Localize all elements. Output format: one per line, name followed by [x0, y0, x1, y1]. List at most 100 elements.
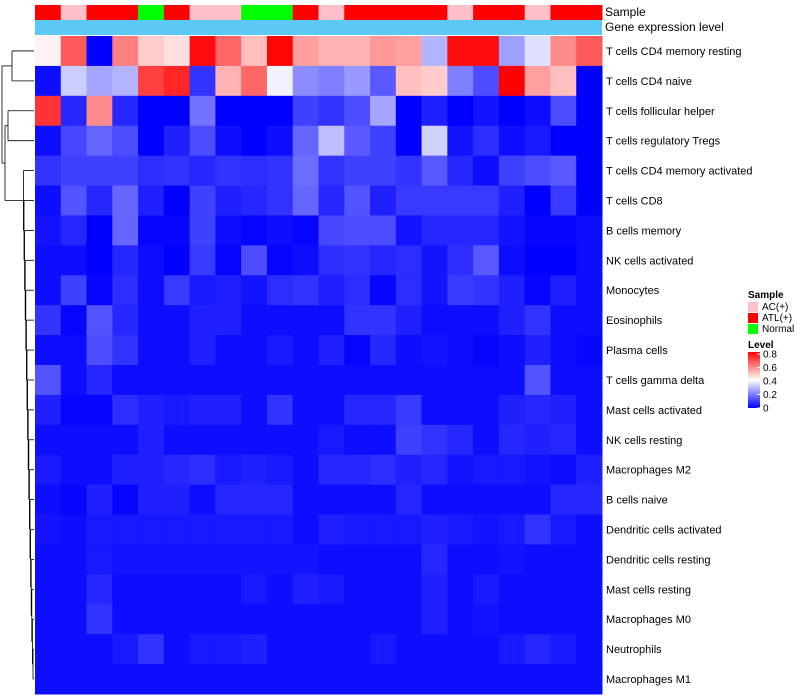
heatmap-cell [266, 65, 294, 97]
heatmap-cell [163, 125, 191, 157]
heatmap-cell [498, 514, 526, 545]
heatmap-cell [550, 36, 577, 67]
heatmap-cell [370, 514, 397, 545]
heatmap-cell [60, 544, 88, 575]
heatmap-cell [395, 245, 423, 276]
heatmap-cell [395, 454, 423, 486]
heatmap-cell [215, 275, 242, 306]
heatmap-cell [86, 424, 113, 456]
heatmap-cell [215, 365, 242, 396]
heatmap-cell [395, 634, 423, 665]
legend-sample-swatch [748, 302, 758, 312]
heatmap-cell [550, 454, 577, 486]
heatmap-cell [524, 484, 551, 516]
heatmap-cell [498, 365, 526, 396]
heatmap-cell [370, 215, 397, 246]
heatmap-cell [421, 604, 448, 635]
heatmap-cell [35, 185, 62, 216]
heatmap-cell [292, 514, 319, 545]
row-label: Mast cells activated [606, 405, 702, 417]
heatmap-cell [576, 185, 603, 216]
heatmap-cell [524, 36, 551, 67]
heatmap-cell [215, 335, 242, 366]
heatmap-cell [266, 365, 294, 396]
heatmap-cell [138, 664, 165, 695]
heatmap-cell [189, 574, 216, 605]
sample-annotation-cell [86, 5, 113, 20]
heatmap-cell [112, 155, 139, 187]
heatmap-cell [550, 604, 577, 635]
heatmap-cell [266, 125, 294, 157]
heatmap-cell [524, 514, 551, 545]
row-label: NK cells activated [606, 255, 693, 267]
heatmap-cell [138, 155, 165, 187]
heatmap-cell [112, 544, 139, 575]
heatmap-cell [215, 65, 242, 97]
heatmap-cell [60, 484, 88, 516]
heatmap-cell [524, 215, 551, 246]
sample-annotation-cell [163, 5, 191, 20]
gene-expression-annotation-label: Gene expression level [605, 20, 724, 34]
legend-level-tick-label: 0.4 [763, 377, 777, 388]
heatmap-cell [550, 634, 577, 665]
heatmap-cell [215, 574, 242, 605]
heatmap-cell [215, 454, 242, 486]
heatmap-cell [498, 155, 526, 187]
heatmap-cell [473, 514, 500, 545]
heatmap-cell [215, 604, 242, 635]
heatmap-cell [395, 275, 423, 306]
row-label: T cells CD4 naive [606, 76, 692, 88]
heatmap-cell [266, 574, 294, 605]
heatmap-cell [447, 185, 474, 216]
heatmap-cell [318, 215, 345, 246]
heatmap-cell [395, 424, 423, 456]
heatmap-cell [447, 544, 474, 575]
heatmap-cell [163, 275, 191, 306]
heatmap-cell [86, 155, 113, 187]
heatmap-cell [60, 454, 88, 486]
heatmap-cell [241, 634, 268, 665]
heatmap-cell [576, 275, 603, 306]
heatmap-cell [498, 215, 526, 246]
heatmap-cell [241, 394, 268, 426]
heatmap-cell [189, 424, 216, 456]
heatmap-cell [35, 484, 62, 516]
heatmap-cell [35, 544, 62, 575]
heatmap-cell [370, 394, 397, 426]
heatmap-cell [60, 95, 88, 127]
heatmap-cell [60, 604, 88, 635]
heatmap-cell [447, 155, 474, 187]
heatmap-cell [292, 394, 319, 426]
heatmap-cell [318, 275, 345, 306]
heatmap-cell [138, 394, 165, 426]
sample-annotation-cell [215, 5, 242, 20]
heatmap-cell [498, 185, 526, 216]
heatmap-cell [550, 155, 577, 187]
heatmap-cell [318, 454, 345, 486]
legend: Sample AC(+)ATL(+)Normal Level 0.8 0.6 0.4… [748, 290, 794, 415]
heatmap-cell [86, 365, 113, 396]
heatmap-cell [215, 245, 242, 276]
heatmap-cell [86, 634, 113, 665]
heatmap-cell [447, 36, 474, 67]
heatmap-cell [395, 155, 423, 187]
heatmap-cell [86, 185, 113, 216]
heatmap-cell [60, 65, 88, 97]
heatmap-cell [163, 544, 191, 575]
heatmap-cell [266, 394, 294, 426]
heatmap-cell [498, 245, 526, 276]
heatmap-cell [138, 125, 165, 157]
heatmap-cell [421, 335, 448, 366]
heatmap-cell [86, 65, 113, 97]
heatmap-cell [344, 424, 371, 456]
heatmap-cell [498, 305, 526, 336]
heatmap-cell [215, 664, 242, 695]
heatmap-cell [60, 245, 88, 276]
heatmap-cell [344, 634, 371, 665]
heatmap-cell [86, 275, 113, 306]
heatmap-cell [292, 275, 319, 306]
heatmap-cell [86, 394, 113, 426]
heatmap-cell [576, 394, 603, 426]
heatmap-cell [35, 305, 62, 336]
legend-level-colorbar [748, 352, 760, 408]
